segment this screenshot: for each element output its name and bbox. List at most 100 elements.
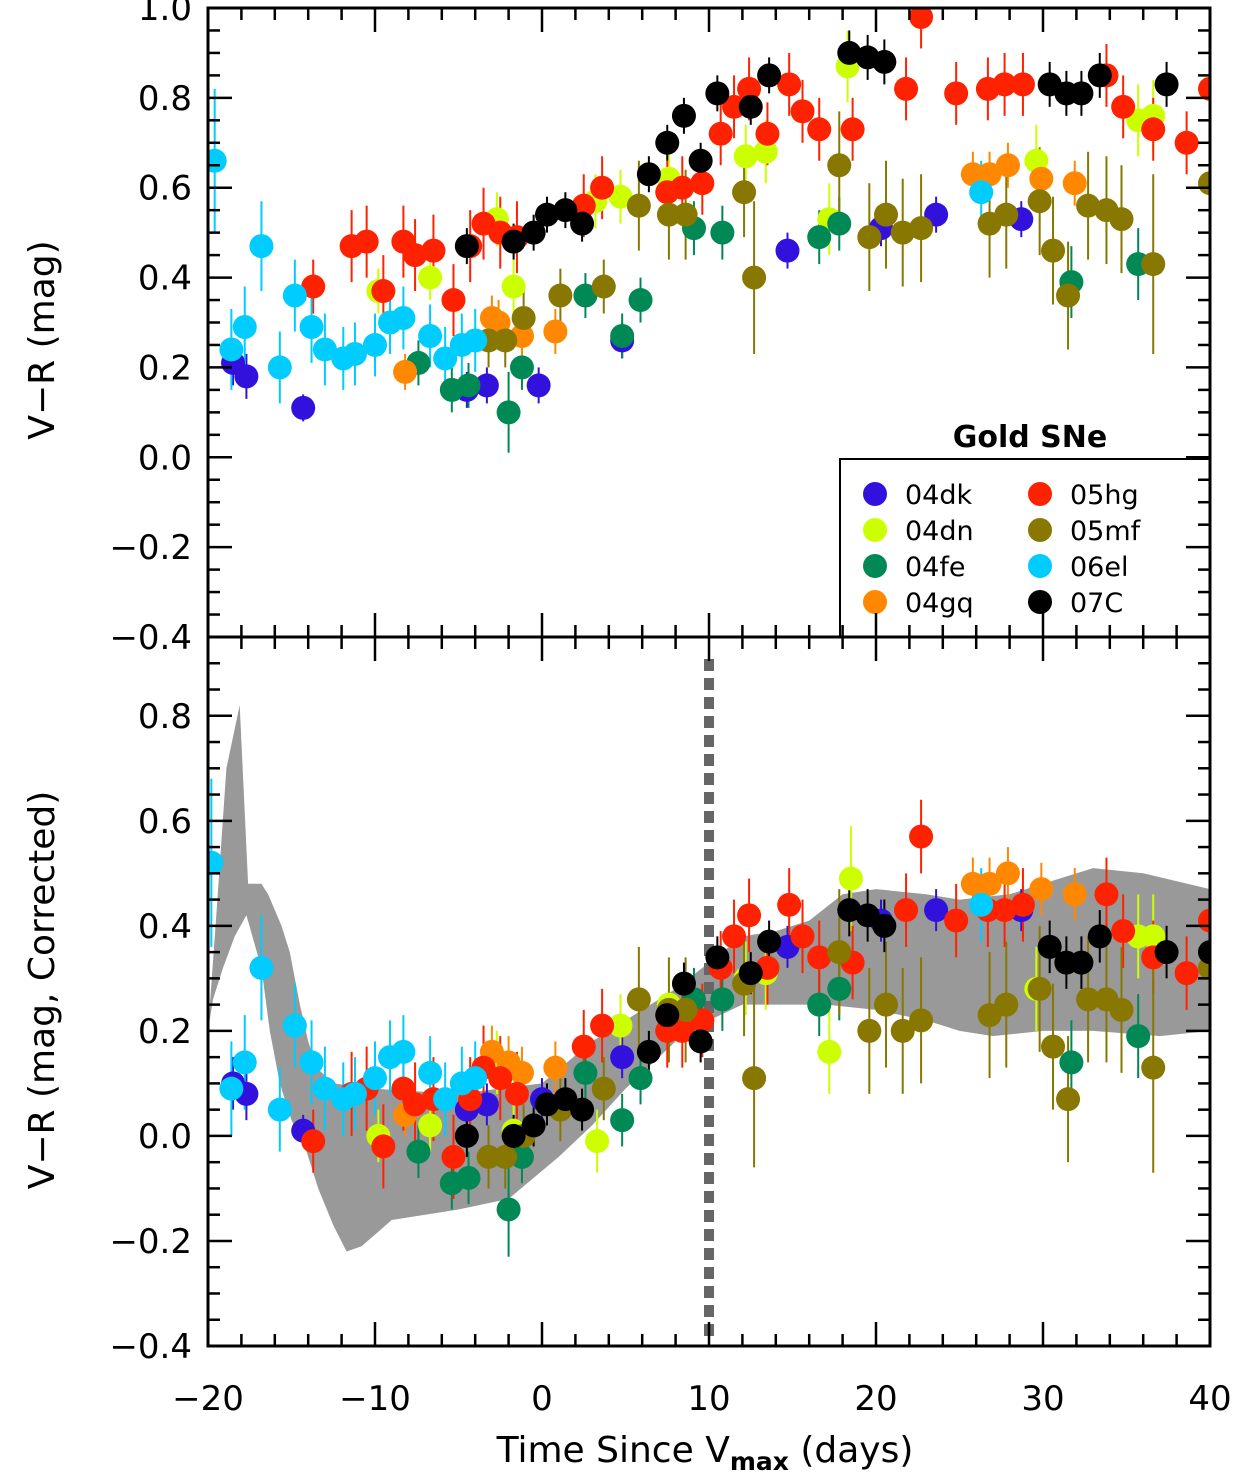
data-point [391, 306, 416, 331]
data-point [312, 337, 337, 362]
data-point [636, 162, 661, 187]
data-point [476, 1144, 501, 1169]
data-point [371, 1134, 396, 1159]
bottom-y-tick-label: 0.8 [138, 697, 192, 737]
data-point [591, 1076, 616, 1101]
top-y-tick-label: −0.2 [109, 528, 192, 568]
data-point [403, 1092, 428, 1117]
data-point [570, 211, 595, 236]
data-point [626, 193, 651, 218]
data-point [1111, 919, 1136, 944]
data-point [671, 971, 696, 996]
data-point [1029, 166, 1054, 191]
data-point [775, 238, 800, 263]
data-point [493, 328, 518, 353]
bottom-panel: −0.4 −0.2 0.0 0.2 0.4 0.6 0.8 −20 −10 0 10 20 30 40 V… [22, 635, 1232, 1476]
bottom-band [208, 705, 1210, 1252]
data-point [608, 184, 633, 209]
data-point [1154, 940, 1179, 965]
data-point [827, 976, 852, 1001]
data-point [418, 1060, 443, 1085]
top-y-tick-label: 0.2 [138, 348, 192, 388]
x-tick-label: −10 [339, 1379, 411, 1419]
x-axis-label-main: Time Since V [496, 1430, 731, 1471]
data-point [992, 898, 1017, 923]
data-point [995, 153, 1020, 178]
data-point [501, 274, 526, 299]
data-point [474, 373, 499, 398]
data-point [1174, 130, 1199, 155]
data-point [909, 1008, 934, 1033]
data-point [1041, 1034, 1066, 1059]
data-point [299, 314, 324, 339]
data-point [628, 288, 653, 313]
data-point [710, 220, 735, 245]
data-point [738, 94, 763, 119]
data-point [909, 8, 934, 29]
data-point [504, 1081, 529, 1106]
data-point [1056, 1087, 1081, 1112]
data-point [1059, 1050, 1084, 1075]
x-axis-label-suffix: (days) [789, 1430, 914, 1471]
data-point [827, 940, 852, 965]
legend-marker [863, 518, 887, 542]
bottom-axes: −0.4 −0.2 0.0 0.2 0.4 0.6 0.8 −20 −10 0 10 20 30 40 [109, 635, 1232, 1419]
data-point [535, 202, 560, 227]
data-point [1094, 882, 1119, 907]
data-point [1076, 193, 1101, 218]
data-point [433, 1087, 458, 1112]
data-point [1154, 72, 1179, 97]
top-panel: Gold SNe 04dk 04dn 04fe 04gq 05hg 05mf 06el 07C… [22, 0, 1212, 658]
data-point [673, 202, 698, 227]
data-point [890, 1018, 915, 1043]
data-point [299, 1050, 324, 1075]
legend-marker [863, 554, 887, 578]
data-point [421, 238, 446, 263]
data-point [571, 193, 596, 218]
x-tick-label: 0 [531, 1379, 553, 1419]
bottom-y-tick-label: 0.0 [138, 1117, 192, 1157]
data-point [1024, 148, 1049, 173]
top-y-tick-label: 0.8 [138, 79, 192, 119]
data-point [301, 274, 326, 299]
top-y-tick-label: 0.4 [138, 259, 192, 299]
data-point [673, 997, 698, 1022]
bottom-points [208, 824, 1210, 1222]
data-point [1029, 877, 1054, 902]
data-point [1141, 117, 1166, 142]
data-point [755, 121, 780, 146]
data-point [282, 283, 307, 308]
data-point [571, 1034, 596, 1059]
bottom-frame [206, 635, 1212, 1348]
data-point [807, 945, 832, 970]
data-point [994, 202, 1019, 227]
data-point [924, 898, 949, 923]
data-point [894, 898, 919, 923]
data-point [463, 328, 488, 353]
bottom-y-tick-label: 0.2 [138, 1012, 192, 1052]
data-point [454, 234, 479, 259]
data-point [1027, 976, 1052, 1001]
data-point [509, 1060, 534, 1085]
data-point [521, 220, 546, 245]
data-point [827, 211, 852, 236]
legend-marker [863, 482, 887, 506]
legend-label: 04dn [905, 516, 974, 547]
data-point [456, 1165, 481, 1190]
data-point [995, 861, 1020, 886]
data-point [463, 1066, 488, 1091]
data-point [670, 1018, 695, 1043]
data-point [969, 892, 994, 917]
data-point [992, 72, 1017, 97]
data-point [232, 1050, 257, 1075]
data-point [722, 94, 747, 119]
data-point [872, 49, 897, 74]
legend-marker [863, 590, 887, 614]
data-point [1041, 238, 1066, 263]
data-point [742, 1066, 767, 1091]
legend-box [839, 458, 1211, 638]
data-point [488, 1066, 513, 1091]
data-point [737, 903, 762, 928]
data-point [1109, 997, 1134, 1022]
data-point [219, 337, 244, 362]
